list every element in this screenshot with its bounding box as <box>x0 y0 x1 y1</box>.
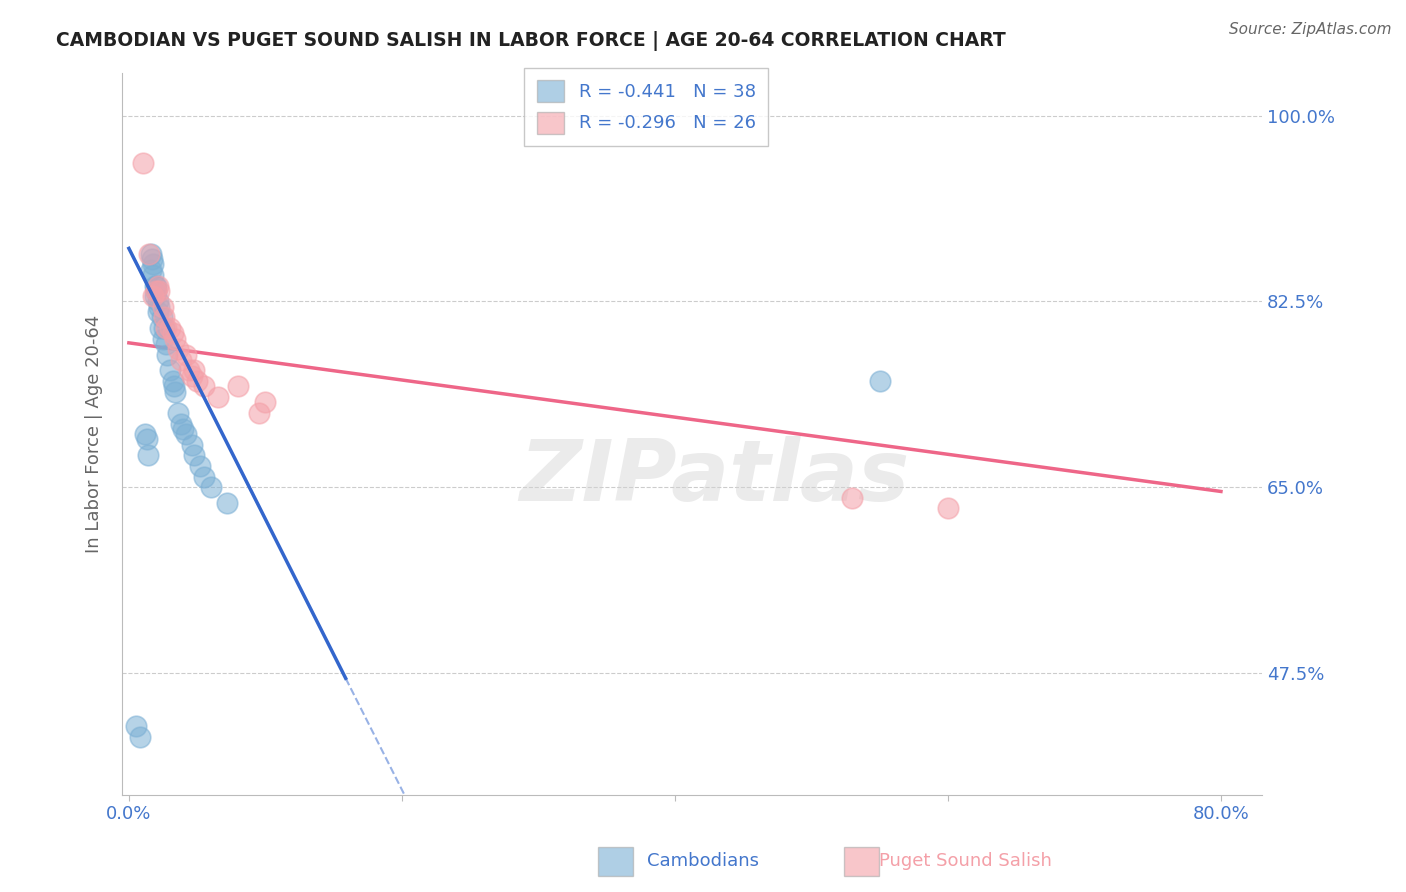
Point <box>138 246 160 260</box>
Point <box>142 268 165 282</box>
Point <box>207 390 229 404</box>
Point <box>131 156 153 170</box>
Point <box>193 469 215 483</box>
Point <box>139 262 162 277</box>
Point <box>125 719 148 733</box>
Point <box>145 278 167 293</box>
Point <box>155 337 177 351</box>
Point <box>148 300 170 314</box>
Point <box>148 284 170 298</box>
Point <box>136 449 159 463</box>
Text: Source: ZipAtlas.com: Source: ZipAtlas.com <box>1229 22 1392 37</box>
Point <box>159 321 181 335</box>
Text: CAMBODIAN VS PUGET SOUND SALISH IN LABOR FORCE | AGE 20-64 CORRELATION CHART: CAMBODIAN VS PUGET SOUND SALISH IN LABOR… <box>56 31 1005 51</box>
Point <box>128 730 150 744</box>
Point <box>936 501 959 516</box>
Point <box>170 417 193 431</box>
Point <box>152 332 174 346</box>
Point <box>254 395 277 409</box>
Point <box>152 300 174 314</box>
Text: Puget Sound Salish: Puget Sound Salish <box>879 852 1052 870</box>
Point <box>146 278 169 293</box>
Point <box>186 374 208 388</box>
Text: Cambodians: Cambodians <box>647 852 759 870</box>
Point <box>841 491 863 505</box>
Point <box>193 379 215 393</box>
Point <box>141 252 163 266</box>
Point <box>139 246 162 260</box>
Point <box>183 363 205 377</box>
Point <box>174 347 197 361</box>
Point <box>174 427 197 442</box>
Point <box>162 374 184 388</box>
Point <box>142 289 165 303</box>
Point <box>153 310 176 325</box>
Point <box>183 449 205 463</box>
Point <box>155 321 177 335</box>
Point <box>156 347 179 361</box>
Point <box>162 326 184 341</box>
Point <box>159 363 181 377</box>
Point <box>170 352 193 367</box>
Point <box>200 480 222 494</box>
Point <box>177 363 200 377</box>
Point <box>247 406 270 420</box>
Point <box>217 496 239 510</box>
Point <box>150 310 173 325</box>
Point <box>180 438 202 452</box>
Point <box>149 321 172 335</box>
Point <box>142 257 165 271</box>
Point <box>163 379 186 393</box>
Point <box>134 427 156 442</box>
Legend: R = -0.441   N = 38, R = -0.296   N = 26: R = -0.441 N = 38, R = -0.296 N = 26 <box>524 68 768 146</box>
Point <box>167 343 190 357</box>
Point <box>153 321 176 335</box>
Point <box>145 284 167 298</box>
Point <box>165 384 187 399</box>
Text: ZIPatlas: ZIPatlas <box>520 436 910 519</box>
Point <box>143 289 166 303</box>
Point <box>143 278 166 293</box>
Point <box>146 305 169 319</box>
Point <box>146 294 169 309</box>
Point <box>869 374 891 388</box>
Point <box>135 433 157 447</box>
Y-axis label: In Labor Force | Age 20-64: In Labor Force | Age 20-64 <box>86 315 103 553</box>
Point <box>180 368 202 383</box>
Point <box>188 458 211 473</box>
Point <box>167 406 190 420</box>
Point <box>165 332 187 346</box>
Point <box>226 379 249 393</box>
Point <box>145 284 167 298</box>
Point <box>172 422 194 436</box>
